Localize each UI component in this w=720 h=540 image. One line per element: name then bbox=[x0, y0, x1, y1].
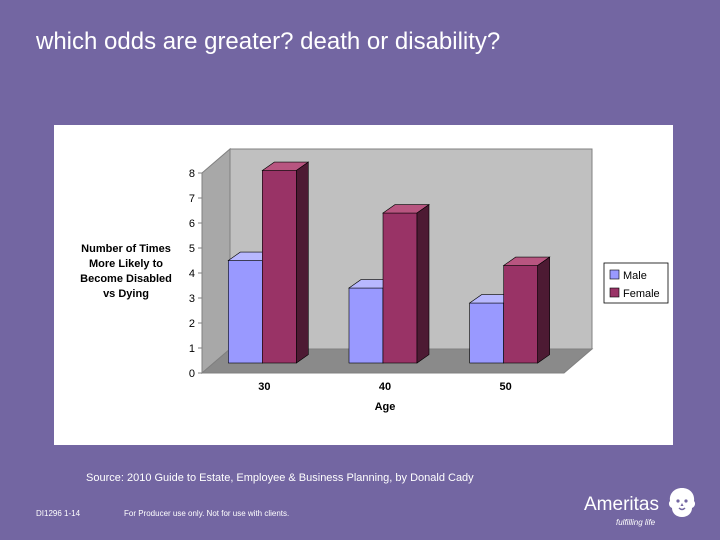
bar-female-40 bbox=[382, 212, 418, 364]
ameritas-logo: Ameritas fulfilling life bbox=[584, 486, 704, 530]
bar-male-40 bbox=[348, 287, 384, 364]
y-tick-label: 1 bbox=[189, 343, 195, 355]
y-axis-label-line: Become Disabled bbox=[80, 273, 172, 285]
lion-icon bbox=[668, 488, 696, 517]
usage-note: For Producer use only. Not for use with … bbox=[124, 509, 290, 518]
bar-male-50 bbox=[469, 302, 504, 364]
legend-swatch-male bbox=[609, 269, 620, 280]
y-tick-label: 7 bbox=[189, 193, 195, 205]
legend-label-male: Male bbox=[623, 270, 647, 282]
y-tick-label: 5 bbox=[189, 243, 195, 255]
legend-label-female: Female bbox=[623, 288, 660, 300]
source-citation: Source: 2010 Guide to Estate, Employee &… bbox=[86, 472, 474, 484]
legend-swatch-female bbox=[609, 287, 620, 298]
slide-title: which odds are greater? death or disabil… bbox=[36, 28, 501, 55]
bar-female-30 bbox=[262, 170, 297, 364]
bar-chart: 0 1 2 3 4 5 6 7 8 Number of Times More Likely to Be… bbox=[54, 125, 673, 445]
chart-svg: 0 1 2 3 4 5 6 7 8 Number of Times More Likely to Be… bbox=[80, 147, 669, 413]
y-axis-label-line: vs Dying bbox=[103, 288, 149, 300]
bar-female-50 bbox=[503, 265, 538, 364]
x-tick-label: 50 bbox=[500, 381, 512, 393]
chart-side-wall bbox=[201, 147, 231, 375]
y-axis-label-line: More Likely to bbox=[89, 258, 163, 270]
y-tick-label: 0 bbox=[189, 368, 195, 380]
bar-side-female-30 bbox=[296, 161, 309, 364]
x-tick-label: 30 bbox=[258, 381, 270, 393]
y-axis-label-line: Number of Times bbox=[81, 243, 171, 255]
y-tick-label: 4 bbox=[189, 268, 195, 280]
y-tick-label: 2 bbox=[189, 318, 195, 330]
logo-wordmark: Ameritas bbox=[584, 494, 659, 515]
y-tick-label: 6 bbox=[189, 218, 195, 230]
y-tick-label: 3 bbox=[189, 293, 195, 305]
bar-side-female-40 bbox=[416, 204, 430, 364]
logo-tagline: fulfilling life bbox=[616, 518, 656, 527]
x-axis-label: Age bbox=[375, 401, 396, 413]
bar-male-30 bbox=[228, 260, 263, 364]
x-tick-label: 40 bbox=[379, 381, 391, 393]
y-tick-label: 8 bbox=[189, 168, 195, 180]
document-code: DI1296 1-14 bbox=[36, 509, 81, 518]
bar-side-female-50 bbox=[537, 256, 550, 364]
